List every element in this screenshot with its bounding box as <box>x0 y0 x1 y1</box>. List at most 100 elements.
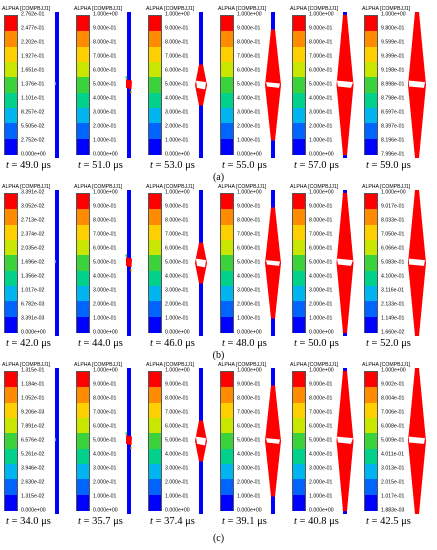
contour-panel: ALPHA [COMPBJJ1] 1.000e+00 9.000e-01 8.000e… <box>74 360 146 532</box>
colorbar-tick-label: 2.752e-02 <box>21 137 45 144</box>
colorbar-segment <box>293 433 305 450</box>
colorbar-tick-label: 0.000e+00 <box>309 507 334 514</box>
time-label: t = 50.0 μs <box>294 338 339 349</box>
colorbar-tick-label: 5.000e-01 <box>309 259 333 266</box>
colorbar-segment <box>5 479 17 496</box>
colorbar-tick-label: 1.000e-01 <box>237 315 261 322</box>
colorbar-segment <box>293 479 305 496</box>
colorbar-segment <box>293 194 305 211</box>
colorbar-segment <box>77 433 89 450</box>
liquid-column <box>55 368 59 514</box>
colorbar-segment <box>5 464 17 481</box>
contour-panel: ALPHA [COMPBJJ1] 1.000e+00 9.000e-01 8.000e… <box>74 4 146 176</box>
colorbar-tick-label: 2.713e-02 <box>21 217 45 224</box>
colorbar-segment <box>221 224 233 241</box>
cavity-edge <box>130 90 133 94</box>
colorbar-segment <box>5 62 17 79</box>
bubble-nucleus <box>54 260 56 264</box>
colorbar-tick-label: 3.946e-02 <box>21 465 45 472</box>
colorbar-tick-label: 0.000e+00 <box>237 507 262 514</box>
colorbar-segment <box>77 224 89 241</box>
colorbar-segment <box>221 479 233 496</box>
colorbar-tick-label: 2.477e-01 <box>21 25 45 32</box>
colorbar-tick-label: 8.000e-01 <box>237 217 261 224</box>
colorbar-segment <box>365 270 377 287</box>
colorbar-tick-label: 1.000e-01 <box>309 493 333 500</box>
colorbar-segment <box>5 448 17 465</box>
colorbar-segment <box>5 433 17 450</box>
colorbar-segment <box>365 448 377 465</box>
colorbar-tick-label: 0.000e+00 <box>237 151 262 158</box>
colorbar-tick-label: 4.000e-01 <box>165 273 189 280</box>
colorbar-segment <box>293 138 305 155</box>
colorbar-segment <box>77 286 89 303</box>
colorbar-segment <box>77 194 89 211</box>
colorbar-tick-label: 5.083e-01 <box>381 259 405 266</box>
cavity-core <box>126 79 132 90</box>
colorbar-tick-label: 0.000e+00 <box>21 507 46 514</box>
colorbar-tick-label: 5.505e-02 <box>21 123 45 130</box>
colorbar-tick-label: 2.000e-01 <box>93 123 117 130</box>
colorbar-tick-label: 8.000e-01 <box>309 39 333 46</box>
fluid-column-contour <box>265 12 281 158</box>
colorbar-segment <box>149 433 161 450</box>
legend-title: ALPHA [COMPBJJ1] <box>2 184 51 190</box>
colorbar-segment <box>5 255 17 272</box>
colorbar <box>364 371 378 511</box>
colorbar-segment <box>221 494 233 511</box>
colorbar <box>4 15 18 155</box>
cavity-gap <box>409 436 425 444</box>
cavity-gap <box>196 258 206 268</box>
colorbar-tick-label: 2.762e-01 <box>21 11 45 18</box>
colorbar-tick-label: 1.660e-02 <box>381 329 405 336</box>
contour-panel: ALPHA [COMPBJJ1] 1.315e-01 1.184e-01 1.052e… <box>2 360 74 532</box>
colorbar <box>292 15 306 155</box>
colorbar-segment <box>149 286 161 303</box>
legend-title: ALPHA [COMPBJJ1] <box>362 6 411 12</box>
colorbar-segment <box>221 387 233 404</box>
colorbar-tick-label: 9.198e-01 <box>381 67 405 74</box>
colorbar-tick-label: 4.000e-01 <box>165 451 189 458</box>
colorbar-segment <box>5 16 17 33</box>
colorbar-segment <box>365 16 377 33</box>
colorbar-tick-label: 7.050e-01 <box>381 231 405 238</box>
contour-panel: ALPHA [COMPBJJ1] 1.000e+00 9.000e-01 8.000e… <box>146 182 218 354</box>
colorbar-tick-label: 3.000e-01 <box>309 109 333 116</box>
colorbar-tick-label: 1.696e-02 <box>21 259 45 266</box>
colorbar-segment <box>149 387 161 404</box>
bubble-nucleus <box>54 438 56 442</box>
colorbar-tick-label: 6.782e-03 <box>21 301 45 308</box>
colorbar-tick-label: 2.000e-01 <box>309 301 333 308</box>
colorbar-segment <box>221 123 233 140</box>
colorbar-tick-label: 9.017e-01 <box>381 203 405 210</box>
colorbar-segment <box>149 270 161 287</box>
colorbar-tick-label: 1.000e-01 <box>309 137 333 144</box>
colorbar-tick-label: 2.035e-02 <box>21 245 45 252</box>
colorbar-segment <box>293 494 305 511</box>
colorbar-segment <box>149 138 161 155</box>
colorbar <box>220 15 234 155</box>
colorbar-tick-label: 3.052e-02 <box>21 203 45 210</box>
fluid-column-contour <box>125 368 133 514</box>
colorbar-segment <box>221 194 233 211</box>
cavity-edge <box>125 254 128 257</box>
colorbar-tick-label: 7.000e-01 <box>93 53 117 60</box>
colorbar-tick-label: 1.000e-01 <box>93 315 117 322</box>
colorbar-tick-label: 8.000e-01 <box>309 395 333 402</box>
contour-panel: ALPHA [COMPBJJ1] 1.000e+00 9.000e-01 8.000e… <box>74 182 146 354</box>
time-label: t = 40.8 μs <box>294 516 339 527</box>
bubble-nucleus <box>54 82 56 86</box>
colorbar-tick-label: 1.184e-01 <box>21 381 45 388</box>
colorbar-tick-label: 2.000e-01 <box>93 479 117 486</box>
fluid-column-contour <box>195 368 207 514</box>
time-label: t = 37.4 μs <box>150 516 195 527</box>
legend-title: ALPHA [COMPBJJ1] <box>218 184 267 190</box>
colorbar-tick-label: 1.052e-01 <box>21 395 45 402</box>
colorbar-tick-label: 1.000e-01 <box>93 493 117 500</box>
colorbar-tick-label: 9.399e-01 <box>381 53 405 60</box>
colorbar-segment <box>221 31 233 48</box>
colorbar-segment <box>293 301 305 318</box>
liquid-column <box>55 12 59 158</box>
colorbar-tick-label: 5.261e-02 <box>21 451 45 458</box>
colorbar-tick-label: 3.013e-01 <box>381 465 405 472</box>
